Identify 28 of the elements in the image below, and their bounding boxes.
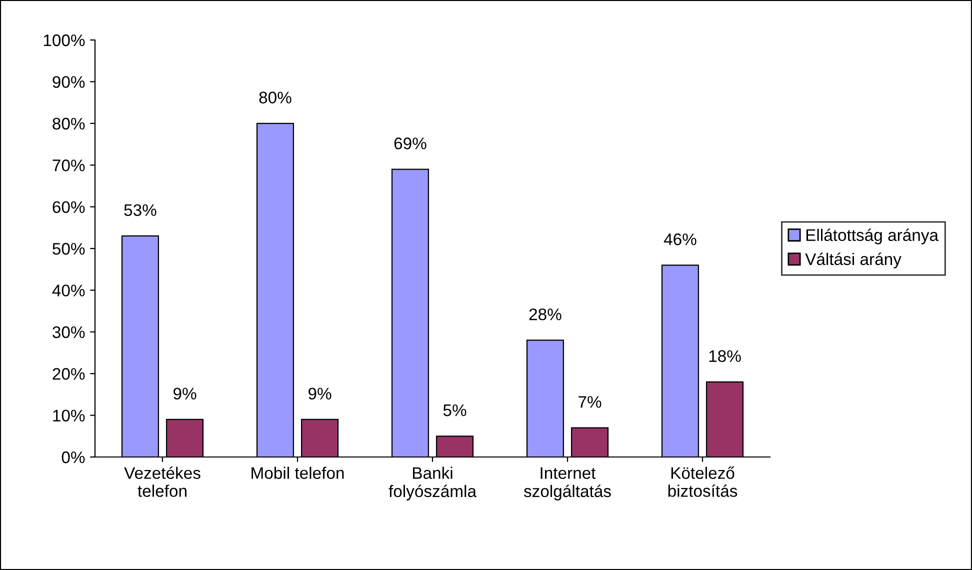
data-label: 7% (578, 396, 602, 408)
data-label: 28% (529, 308, 562, 320)
legend-label: Ellátottság aránya (806, 228, 938, 244)
y-tick-label: 40% (52, 284, 85, 296)
y-tick-label: 80% (52, 118, 85, 130)
y-tick-label: 10% (53, 410, 85, 422)
data-label: 5% (443, 404, 466, 416)
x-tick-label: Kötelező biztosítás (668, 466, 738, 497)
data-label: 80% (259, 92, 292, 104)
data-label: 9% (174, 388, 196, 400)
x-tick-label: Vezetékes telefon (124, 466, 200, 497)
x-tick-label: Banki folyószámla (388, 466, 476, 500)
y-tick-label: 0% (62, 451, 85, 464)
legend-label: Váltási arány (805, 252, 902, 268)
data-label: 9% (308, 388, 332, 400)
data-label: 18% (709, 350, 741, 362)
data-label: 69% (394, 138, 426, 150)
y-tick-label: 70% (52, 160, 85, 172)
y-tick-label: 90% (52, 76, 85, 88)
data-label: 46% (664, 233, 696, 246)
y-tick-label: 20% (52, 368, 85, 380)
x-tick-label: Internet szolgáltatás (524, 467, 611, 500)
y-tick-label: 30% (52, 326, 85, 338)
y-tick-label: 100% (44, 34, 85, 46)
data-label: 53% (124, 204, 156, 216)
y-tick-label: 60% (52, 201, 85, 214)
y-tick-label: 50% (52, 242, 85, 255)
x-tick-label: Mobil telefon (252, 466, 344, 479)
